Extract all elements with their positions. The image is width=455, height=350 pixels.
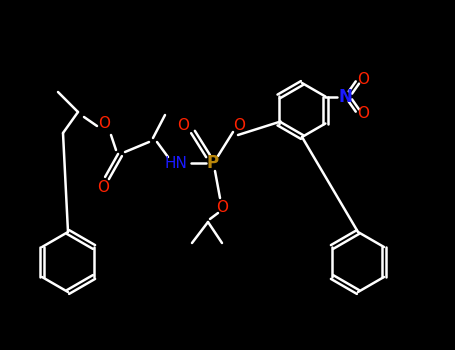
- Text: O: O: [177, 118, 189, 133]
- Text: O: O: [98, 116, 110, 131]
- Text: O: O: [357, 106, 369, 121]
- Text: N: N: [339, 88, 352, 105]
- Text: O: O: [216, 199, 228, 215]
- Text: O: O: [97, 180, 109, 195]
- Text: HN: HN: [165, 155, 187, 170]
- Text: O: O: [357, 72, 369, 87]
- Text: O: O: [233, 118, 245, 133]
- Text: P: P: [207, 154, 219, 172]
